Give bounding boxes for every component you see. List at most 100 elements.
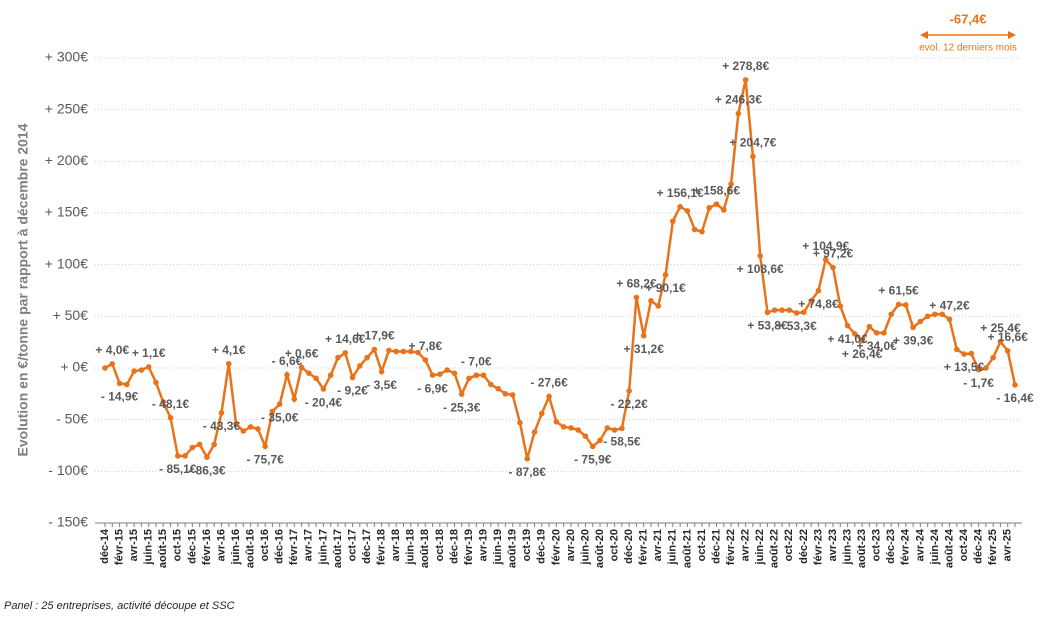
data-label: + 204,7€	[729, 136, 776, 150]
x-tick-label: août-24	[943, 528, 955, 568]
x-tick-label: avr-24	[914, 528, 926, 561]
y-axis-label: Evolution en €/tonne par rapport à décem…	[15, 123, 31, 456]
point	[109, 361, 116, 367]
point	[881, 330, 887, 336]
x-tick-label: avr-19	[477, 529, 489, 561]
x-tick-label: févr-17	[288, 529, 300, 565]
point	[903, 302, 909, 308]
data-label: - 75,7€	[246, 452, 284, 466]
data-label: + 17,9€	[354, 329, 395, 343]
y-tick-label: + 250€	[45, 100, 88, 116]
y-tick-label: - 100€	[48, 462, 88, 478]
x-tick-label: déc-23	[885, 529, 897, 564]
y-tick-label: + 0€	[60, 359, 88, 375]
point	[771, 307, 778, 313]
data-label: - 20,4€	[305, 395, 343, 409]
point	[539, 410, 545, 417]
x-tick-label: juin-17	[317, 529, 329, 565]
data-label: - 27,6€	[530, 376, 568, 390]
x-tick-label: juin-20	[579, 529, 591, 565]
point	[735, 110, 742, 117]
data-label: - 6,6€	[272, 354, 303, 368]
point	[342, 350, 349, 356]
x-tick-label: juin-15	[143, 529, 155, 565]
point	[895, 301, 902, 308]
point	[837, 303, 844, 309]
data-label: - 43,3€	[203, 419, 241, 433]
point	[575, 427, 581, 433]
x-tick-label: oct-23	[871, 529, 883, 561]
point	[713, 201, 720, 207]
data-label: + 108,6€	[737, 262, 784, 276]
x-tick-label: oct-19	[521, 529, 533, 561]
point	[211, 441, 217, 448]
point	[407, 348, 414, 355]
x-tick-label: déc-20	[623, 529, 635, 564]
data-label: + 7,8€	[408, 339, 442, 353]
data-label: + 61,5€	[878, 284, 919, 298]
data-label: + 26,4€	[842, 347, 883, 361]
point	[473, 372, 480, 379]
point	[357, 363, 363, 369]
data-label: - 75,9€	[574, 453, 612, 467]
data-label: + 90,1€	[645, 281, 686, 295]
x-tick-label: déc-22	[798, 529, 810, 564]
x-tick-label: avr-21	[652, 529, 664, 561]
x-tick-label: août-16	[245, 529, 257, 568]
data-label: - 14,9€	[101, 390, 139, 404]
y-tick-label: - 150€	[48, 514, 88, 530]
data-label: + 16,6€	[988, 330, 1029, 344]
data-label: + 104,9€	[802, 239, 849, 253]
point	[276, 401, 283, 407]
point	[633, 294, 640, 301]
x-tick-label: avr-23	[827, 529, 839, 561]
point	[182, 453, 188, 459]
point	[371, 346, 378, 353]
point	[546, 393, 552, 400]
x-tick-label: août-20	[594, 529, 606, 568]
data-label: - 22,2€	[610, 397, 648, 411]
point	[255, 426, 261, 432]
x-tick-label: févr-19	[463, 529, 475, 565]
point	[706, 205, 713, 211]
point	[131, 368, 137, 374]
x-tick-label: oct-16	[259, 529, 271, 561]
point	[364, 354, 370, 361]
x-tick-label: févr-15	[113, 529, 125, 565]
data-label: + 278,8€	[722, 59, 769, 73]
point	[728, 181, 734, 187]
point	[670, 218, 676, 225]
data-label: - 85,1€	[159, 462, 197, 476]
point	[124, 381, 130, 388]
data-label: + 4,1€	[212, 343, 246, 357]
point	[917, 318, 924, 325]
x-tick-label: avr-20	[565, 529, 577, 561]
point	[313, 375, 319, 382]
point	[568, 425, 574, 431]
point	[1004, 348, 1011, 354]
x-tick-label: oct-20	[609, 529, 621, 561]
point	[655, 303, 662, 309]
data-label: + 41,0€	[827, 332, 868, 346]
point	[437, 371, 443, 378]
point	[611, 427, 618, 433]
point	[983, 365, 989, 371]
data-label: - 86,3€	[188, 463, 226, 477]
x-tick-label: août-21	[681, 529, 693, 568]
point	[196, 441, 203, 448]
point	[247, 424, 254, 430]
point	[298, 364, 305, 371]
data-label: + 97,2€	[813, 247, 854, 261]
x-tick-label: avr-16	[215, 529, 227, 561]
line	[104, 79, 1017, 460]
data-label: + 34,0€	[856, 339, 897, 353]
x-tick-label: juin-19	[492, 529, 504, 565]
point	[866, 323, 873, 330]
point	[400, 348, 407, 355]
point	[102, 365, 108, 371]
x-tick-label: déc-16	[274, 529, 286, 564]
point	[953, 346, 960, 353]
y-tick-label: + 150€	[45, 204, 88, 220]
x-tick-label: avr-22	[740, 529, 752, 561]
